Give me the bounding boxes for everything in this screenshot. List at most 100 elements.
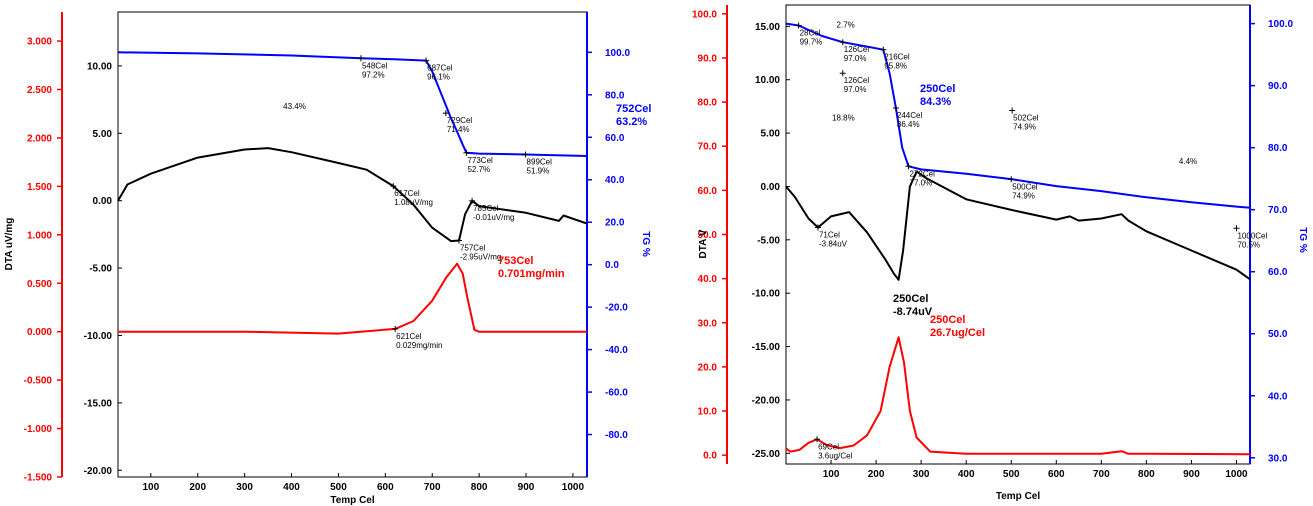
chart1.callout-label: 752Cel <box>616 103 651 115</box>
chart2.annotation-label: 77.0% <box>910 178 933 187</box>
chart1.tg-tick-label: 0.0 <box>605 260 619 271</box>
chart1.dtg-tick-label: -1.500 <box>24 473 53 484</box>
chart1.dtg-tick-label: -1.000 <box>24 424 53 435</box>
chart2.tg-tick-label: 60.0 <box>1268 267 1288 278</box>
chart2.x-tick-label: 400 <box>958 469 975 480</box>
chart1.annotation-label: 71.4% <box>447 125 470 134</box>
chart2.dta-tick-label: -5.00 <box>757 235 780 246</box>
chart2.dta-tick-label: 0.00 <box>761 182 781 193</box>
chart2.dtg-tick-label: 60.0 <box>698 186 718 197</box>
chart2.tg-tick-label: 70.0 <box>1268 205 1288 216</box>
chart2.dta-tick-label: -25.00 <box>752 449 781 460</box>
chart1.callout-label: 753Cel <box>498 255 533 267</box>
chart1.dta-axis-title: DTA uV/mg <box>4 218 15 271</box>
chart2.callout-label: -8.74uV <box>893 306 933 318</box>
chart2.tg-tick-label: 80.0 <box>1268 143 1288 154</box>
chart1.x-axis-title: Temp Cel <box>330 495 374 506</box>
chart2.callout-label: 250Cel <box>893 293 928 305</box>
chart2.annotation-label: -3.84uV <box>819 239 848 248</box>
chart1.dtg-tick-label: -0.500 <box>24 376 53 387</box>
chart1.dtg-tick-label: 2.000 <box>27 133 52 144</box>
chart2.annotation-label: 126Cel <box>844 76 870 85</box>
chart1.x-tick-label: 1000 <box>562 482 585 493</box>
chart1.tg-tick-label: 100.0 <box>605 48 630 59</box>
chart1.dta-tick-label: -5.00 <box>89 264 112 275</box>
chart2.x-tick-label: 600 <box>1048 469 1065 480</box>
chart1.annotation-label: 729Cel <box>447 116 473 125</box>
chart1.annotation-label: 548Cel <box>362 61 388 70</box>
chart1.x-tick-label: 900 <box>518 482 535 493</box>
chart2.annotation-marker <box>1233 225 1240 232</box>
chart2.dtg-tick-label: 70.0 <box>698 142 718 153</box>
chart2.annotation-marker <box>905 163 912 170</box>
chart1.callout-label: 63.2% <box>616 116 647 128</box>
chart1.annotation-marker <box>392 325 399 332</box>
chart1.annotation-label: 757Cel <box>460 243 486 252</box>
chart2.annotation-label: 97.0% <box>844 85 867 94</box>
chart1.annotation-label: 617Cel <box>394 189 420 198</box>
chart1.annotation-label: -2.95uV/mg <box>460 252 501 261</box>
chart1.x-tick-label: 800 <box>471 482 488 493</box>
chart1.dtg-tick-label: 2.500 <box>27 85 52 96</box>
chart2.x-tick-label: 100 <box>823 469 840 480</box>
chart2.annotation-marker <box>880 46 887 53</box>
chart2.dta-tick-label: 5.00 <box>761 129 781 140</box>
chart2.annotation-label: 272Cel <box>910 169 936 178</box>
chart1.x-tick-label: 700 <box>424 482 441 493</box>
chart1.dta-tick-label: 10.00 <box>87 61 112 72</box>
chart2.dta-tick-label: -10.00 <box>752 289 781 300</box>
chart2.annotation-label: 216Cel <box>884 53 910 62</box>
chart1.annotation-label: 43.4% <box>283 102 306 111</box>
chart1.dtg-tick-label: 0.500 <box>27 279 52 290</box>
chart1.plot-frame <box>117 11 588 478</box>
chart2.annotation-marker <box>839 39 846 46</box>
chart2.annotation-label: 2.7% <box>837 20 855 29</box>
chart2.annotation-marker <box>814 224 821 231</box>
chart1.annotation-marker <box>390 183 397 190</box>
chart2.dtg-curve <box>785 336 1251 456</box>
chart2.annotation-label: 3.6ug/Cel <box>818 451 852 460</box>
chart2.dta-curve <box>785 170 1251 281</box>
chart1.dta-tick-label: -15.00 <box>84 398 113 409</box>
chart2.dta-tick-label: -15.00 <box>752 342 781 353</box>
chart1.annotation-marker <box>469 197 476 204</box>
chart2.annotation-label: 74.9% <box>1013 122 1036 131</box>
chart2.tg-tick-label: 50.0 <box>1268 329 1288 340</box>
chart2.dtg-tick-label: 100.0 <box>692 9 717 20</box>
chart2.tg-tick-label: 100.0 <box>1268 19 1293 30</box>
chart1.tg-tick-label: 40.0 <box>605 175 625 186</box>
chart2.dtg-tick-label: 50.0 <box>698 230 718 241</box>
chart1.dtg-tick-label: 3.000 <box>27 37 52 48</box>
chart2.x-tick-label: 1000 <box>1225 469 1248 480</box>
chart1.annotation-label: -0.01uV/mg <box>473 213 514 222</box>
chart2.x-tick-label: 300 <box>913 469 930 480</box>
chart2.plot-frame <box>785 4 1251 465</box>
chart1.annotation-label: 52.7% <box>467 165 490 174</box>
chart2.annotation-label: 502Cel <box>1013 113 1039 122</box>
chart2.annotation-marker <box>814 436 821 443</box>
chart1.annotation-label: 621Cel <box>396 332 422 341</box>
chart2.annotation-label: 28Cel <box>800 28 821 37</box>
chart1.tg-tick-label: -80.0 <box>605 430 628 441</box>
chart1.annotation-marker <box>423 57 430 64</box>
chart1.annotation-label: 1.08uV/mg <box>394 198 433 207</box>
chart2.annotation-marker <box>1009 107 1016 114</box>
chart1.annotation-label: 96.1% <box>427 73 450 82</box>
chart1.annotation-label: 899Cel <box>527 157 553 166</box>
chart2.annotation-marker <box>795 22 802 29</box>
chart2.annotation-label: 18.8% <box>832 113 855 122</box>
chart1.dta-tick-label: 0.00 <box>93 196 113 207</box>
chart2.tg-axis-title: TG % <box>1297 227 1308 253</box>
chart2.annotation-label: 74.9% <box>1012 191 1035 200</box>
chart2.dtg-tick-label: 0.0 <box>703 451 717 462</box>
chart1.dtg-tick-label: 1.500 <box>27 182 52 193</box>
chart1.annotation-marker <box>455 237 462 244</box>
chart2.x-tick-label: 800 <box>1138 469 1155 480</box>
chart2.callout-label: 250Cel <box>920 83 955 95</box>
chart2.annotation-label: 244Cel <box>897 111 923 120</box>
chart1.x-tick-label: 200 <box>189 482 206 493</box>
chart2.x-axis-title: Temp Cel <box>996 491 1040 502</box>
chart1.callout-label: 0.701mg/min <box>498 268 565 280</box>
chart2.annotation-label: 71Cel <box>819 230 840 239</box>
